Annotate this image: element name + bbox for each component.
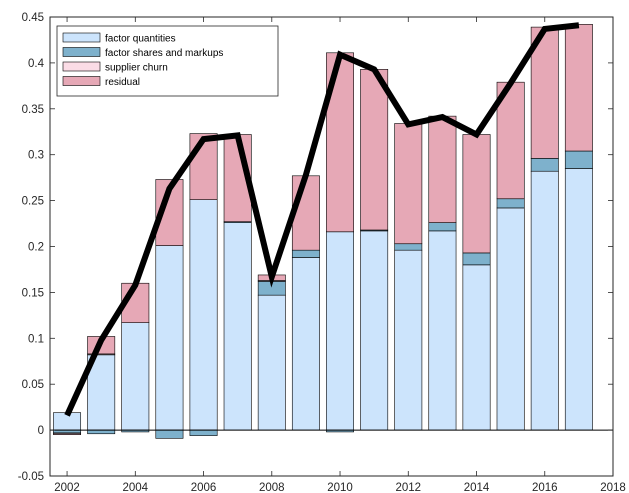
y-tick-label-0.35: 0.35 (22, 104, 44, 116)
y-axis-ticks: -0.05 0 0.05 0.1 0.15 0.2 0.25 0.3 0.35 0.4 0.45 (18, 12, 613, 483)
bar-segment-2011-series-3 (360, 69, 389, 231)
bar-segment-2012-series-0 (394, 249, 423, 431)
bar-segment-2002-series-3 (53, 433, 82, 435)
legend: factor quantities factor shares and marku… (56, 25, 279, 97)
x-tick-label-2018: 2018 (600, 482, 626, 493)
y-tick-label--0.05: -0.05 (18, 471, 44, 483)
bar-segment-2015-series-0 (496, 207, 525, 431)
x-axis-ticks: 2002 2004 2006 2008 2010 2012 2014 2016 2018 (54, 17, 626, 493)
legend-swatch-0 (62, 32, 101, 43)
bar-segment-2006-series-0 (189, 199, 218, 431)
bar-segment-2017-series-0 (564, 168, 593, 431)
total-line (64, 22, 580, 417)
legend-swatch-2 (62, 61, 101, 72)
bar-segment-2005-series-0 (155, 245, 184, 431)
bar-segment-2014-series-0 (462, 264, 491, 431)
bar-segment-2014-series-3 (462, 134, 491, 254)
y-tick-label-0: 0 (38, 425, 44, 437)
x-tick-label-2004: 2004 (123, 482, 149, 493)
bar-segment-2015-series-1 (496, 198, 525, 209)
bar-segment-2006-series-1 (189, 429, 218, 436)
bar-segment-2011-series-0 (360, 230, 389, 431)
x-tick-label-2010: 2010 (327, 482, 353, 493)
y-tick-label-0.4: 0.4 (28, 58, 45, 70)
bar-segment-2016-series-1 (530, 158, 559, 172)
bar-segment-2012-series-1 (394, 243, 423, 251)
bar-segment-2013-series-3 (428, 115, 457, 223)
bar-segment-2012-series-3 (394, 123, 423, 245)
bar-segment-2017-series-3 (564, 24, 593, 152)
legend-label-3: residual (105, 77, 140, 88)
bar-segment-2017-series-1 (564, 150, 593, 169)
bar-segment-2016-series-0 (530, 170, 559, 431)
legend-label-0: factor quantities (105, 34, 176, 45)
bar-segment-2005-series-1 (155, 429, 184, 439)
x-tick-label-2008: 2008 (259, 482, 285, 493)
bar-segment-2014-series-1 (462, 252, 491, 266)
bar-segment-2009-series-3 (291, 175, 320, 251)
x-tick-label-2014: 2014 (464, 482, 490, 493)
y-tick-label-0.05: 0.05 (22, 379, 44, 391)
legend-swatch-3 (62, 76, 101, 86)
bar-segment-2007-series-0 (223, 222, 252, 431)
bar-segment-2013-series-1 (428, 222, 457, 232)
y-tick-label-0.2: 0.2 (28, 242, 44, 254)
bar-segment-2009-series-0 (291, 257, 320, 431)
bar-segment-2003-series-1 (87, 429, 116, 435)
y-tick-label-0.45: 0.45 (22, 12, 44, 24)
x-tick-label-2006: 2006 (191, 482, 217, 493)
y-tick-label-0.25: 0.25 (22, 196, 44, 208)
y-tick-label-0.15: 0.15 (22, 287, 44, 299)
legend-swatch-1 (62, 47, 101, 57)
legend-label-2: supplier churn (105, 63, 168, 74)
x-tick-label-2016: 2016 (532, 482, 558, 493)
bar-segment-2004-series-0 (121, 322, 150, 431)
bar-segment-2010-series-0 (326, 231, 354, 431)
x-tick-label-2002: 2002 (54, 482, 80, 493)
bars-layer (53, 24, 593, 439)
bar-segment-2008-series-0 (257, 294, 286, 431)
y-tick-label-0.1: 0.1 (28, 333, 44, 345)
bar-segment-2009-series-1 (291, 249, 320, 258)
x-tick-label-2012: 2012 (395, 482, 421, 493)
y-tick-label-0.3: 0.3 (28, 150, 44, 162)
bar-segment-2006-series-3 (189, 133, 218, 200)
legend-label-1: factor shares and markups (105, 48, 223, 59)
bar-segment-2013-series-0 (428, 230, 457, 431)
